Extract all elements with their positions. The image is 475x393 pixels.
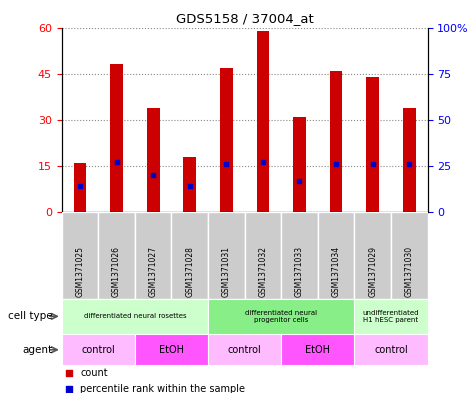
Bar (147, 108, 160, 212)
Text: GSM1371034: GSM1371034 (332, 246, 341, 297)
Bar (135, 212, 171, 299)
Point (259, 159, 267, 165)
Point (149, 172, 157, 178)
Point (332, 161, 340, 167)
Bar (110, 64, 123, 212)
Bar (171, 212, 208, 299)
Text: differentiated neural rosettes: differentiated neural rosettes (84, 313, 186, 320)
Bar (208, 299, 354, 334)
Point (369, 161, 377, 167)
Text: GSM1371029: GSM1371029 (368, 246, 377, 297)
Text: undifferentiated
H1 hESC parent: undifferentiated H1 hESC parent (363, 310, 419, 323)
Text: EtOH: EtOH (305, 345, 330, 355)
Bar (98, 212, 135, 299)
Text: GSM1371033: GSM1371033 (295, 246, 304, 297)
Text: GSM1371025: GSM1371025 (76, 246, 85, 297)
Point (65, 386, 73, 392)
Point (65, 370, 73, 376)
Bar (318, 212, 354, 299)
Bar (281, 334, 354, 365)
Bar (281, 212, 318, 299)
Bar (74, 163, 86, 212)
Text: GSM1371027: GSM1371027 (149, 246, 158, 297)
Bar (354, 212, 391, 299)
Bar (183, 157, 196, 212)
Text: GSM1371032: GSM1371032 (258, 246, 267, 297)
Bar (135, 334, 208, 365)
Text: count: count (80, 368, 108, 378)
Point (295, 178, 304, 184)
Text: control: control (228, 345, 262, 355)
Title: GDS5158 / 37004_at: GDS5158 / 37004_at (176, 12, 314, 25)
Text: control: control (81, 345, 115, 355)
Bar (256, 31, 269, 212)
Point (186, 183, 194, 189)
Bar (208, 334, 281, 365)
Text: control: control (374, 345, 408, 355)
Bar (330, 71, 342, 212)
Point (113, 159, 121, 165)
Text: GSM1371028: GSM1371028 (185, 246, 194, 297)
Text: cell type: cell type (8, 311, 52, 321)
Bar (403, 108, 416, 212)
Text: GSM1371026: GSM1371026 (112, 246, 121, 297)
Text: percentile rank within the sample: percentile rank within the sample (80, 384, 245, 393)
Bar (366, 77, 379, 212)
Bar (391, 212, 428, 299)
Bar (354, 299, 428, 334)
Text: agent: agent (22, 345, 52, 355)
Bar (293, 117, 306, 212)
Point (405, 161, 413, 167)
Text: GSM1371030: GSM1371030 (405, 246, 414, 297)
Bar (245, 212, 281, 299)
Text: GSM1371031: GSM1371031 (222, 246, 231, 297)
Bar (208, 212, 245, 299)
Text: EtOH: EtOH (159, 345, 184, 355)
Bar (62, 299, 208, 334)
Point (76, 183, 84, 189)
Bar (220, 68, 233, 212)
Point (222, 161, 230, 167)
Bar (62, 212, 98, 299)
Text: differentiated neural
progenitor cells: differentiated neural progenitor cells (245, 310, 317, 323)
Bar (62, 334, 135, 365)
Bar (354, 334, 428, 365)
